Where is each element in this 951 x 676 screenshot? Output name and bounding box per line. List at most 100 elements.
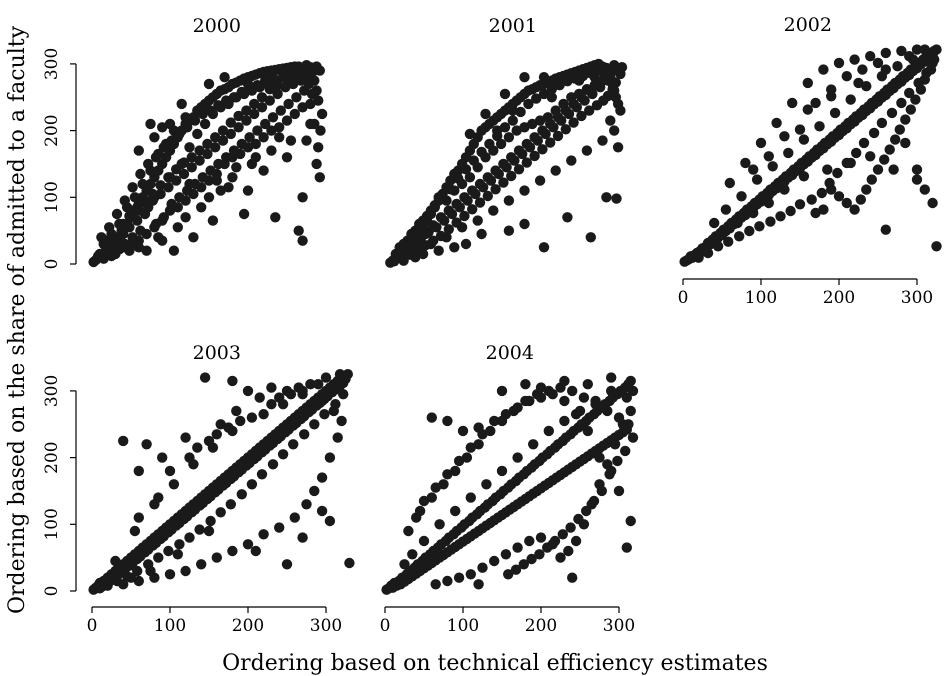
scatter-point — [510, 564, 522, 575]
scatter-point — [182, 122, 193, 133]
scatter-point — [590, 395, 601, 407]
scatter-point — [625, 515, 636, 527]
scatter-point — [277, 68, 289, 80]
scatter-point — [311, 61, 322, 72]
scatter-point — [568, 117, 579, 128]
scatter-point — [451, 217, 462, 228]
panel-2001: 2001 — [385, 15, 628, 268]
scatter-point — [581, 84, 593, 95]
scatter-point — [810, 97, 821, 109]
scatter-point — [868, 127, 880, 139]
scatter-point — [477, 562, 488, 573]
scatter-point — [274, 122, 285, 133]
scatter-point — [931, 241, 942, 252]
scatter-point — [503, 225, 515, 236]
scatter-point — [196, 105, 207, 116]
scatter-point — [111, 208, 123, 220]
scatter-point — [172, 202, 183, 213]
scatter-point — [178, 157, 190, 168]
scatter-point — [550, 165, 561, 176]
scatter-point — [779, 184, 790, 195]
scatter-point — [578, 392, 590, 403]
scatter-point — [601, 192, 612, 203]
scatter-point — [601, 62, 612, 74]
scatter-point — [787, 97, 798, 109]
scatter-point — [407, 549, 418, 560]
scatter-point — [244, 132, 255, 143]
scatter-point — [141, 245, 152, 256]
scatter-point — [118, 435, 129, 447]
scatter-point — [841, 197, 852, 209]
scatter-point — [802, 77, 813, 89]
scatter-point — [488, 205, 499, 216]
scatter-point — [888, 164, 899, 175]
x-tick-label: 300 — [603, 616, 635, 636]
scatter-point — [285, 389, 297, 400]
scatter-point — [736, 191, 747, 202]
scatter-point — [434, 519, 445, 530]
scatter-point — [215, 185, 226, 196]
scatter-point — [281, 115, 293, 126]
x-tick-label: 300 — [901, 288, 933, 308]
scatter-point — [426, 492, 437, 503]
scatter-point — [540, 128, 551, 140]
scatter-point — [573, 88, 585, 100]
scatter-point — [249, 108, 260, 120]
scatter-point — [557, 529, 568, 540]
scatter-point — [482, 190, 493, 202]
scatter-point — [93, 250, 104, 262]
scatter-point — [524, 142, 536, 153]
scatter-point — [574, 405, 586, 417]
panel-title: 2004 — [486, 342, 534, 364]
scatter-point — [511, 125, 522, 136]
scatter-point — [242, 385, 254, 397]
scatter-point — [473, 439, 484, 450]
scatter-point — [702, 247, 714, 259]
scatter-point — [570, 535, 582, 547]
scatter-point — [233, 122, 244, 133]
scatter-point — [227, 172, 238, 183]
scatter-point — [421, 210, 433, 222]
y-tick-label: 200 — [42, 441, 62, 473]
scatter-point — [597, 75, 608, 86]
scatter-point — [496, 415, 508, 427]
scatter-point — [433, 245, 444, 256]
scatter-point — [241, 115, 252, 126]
scatter-point — [627, 385, 639, 397]
scatter-point — [588, 495, 600, 507]
scatter-point — [498, 177, 509, 188]
scatter-point — [576, 110, 587, 122]
scatter-point — [110, 248, 121, 260]
scatter-point — [211, 552, 222, 563]
scatter-point — [453, 572, 465, 583]
scatter-point — [277, 399, 289, 410]
scatter-point — [334, 369, 346, 380]
scatter-point — [301, 135, 312, 146]
scatter-point — [390, 248, 401, 260]
scatter-point — [111, 575, 123, 587]
scatter-point — [297, 102, 308, 113]
y-tick-label: 300 — [42, 375, 62, 407]
scatter-point — [124, 210, 135, 222]
scatter-point — [627, 432, 639, 443]
scatter-point — [194, 145, 205, 156]
scatter-point — [272, 88, 283, 100]
scatter-point — [740, 157, 751, 169]
scatter-point — [732, 217, 743, 229]
scatter-point — [228, 92, 240, 103]
scatter-point — [266, 399, 277, 410]
scatter-point — [435, 230, 447, 242]
scatter-point — [153, 552, 164, 563]
scatter-point — [231, 162, 242, 173]
scatter-point — [480, 108, 491, 120]
scatter-point — [202, 148, 213, 160]
scatter-point — [501, 162, 512, 173]
scatter-point — [180, 565, 191, 577]
scatter-point — [129, 192, 141, 203]
scatter-point — [531, 93, 542, 104]
scatter-point — [615, 105, 626, 116]
scatter-point — [519, 122, 530, 133]
scatter-point — [258, 529, 269, 540]
scatter-point — [266, 68, 277, 80]
scatter-point — [163, 172, 174, 183]
